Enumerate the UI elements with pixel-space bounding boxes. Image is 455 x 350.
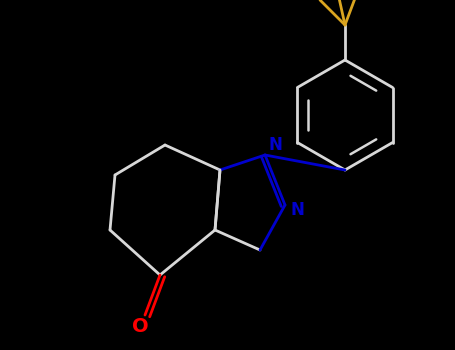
Text: N: N [268,136,282,154]
Text: O: O [131,317,148,336]
Text: N: N [290,201,304,219]
Text: F: F [306,0,318,1]
